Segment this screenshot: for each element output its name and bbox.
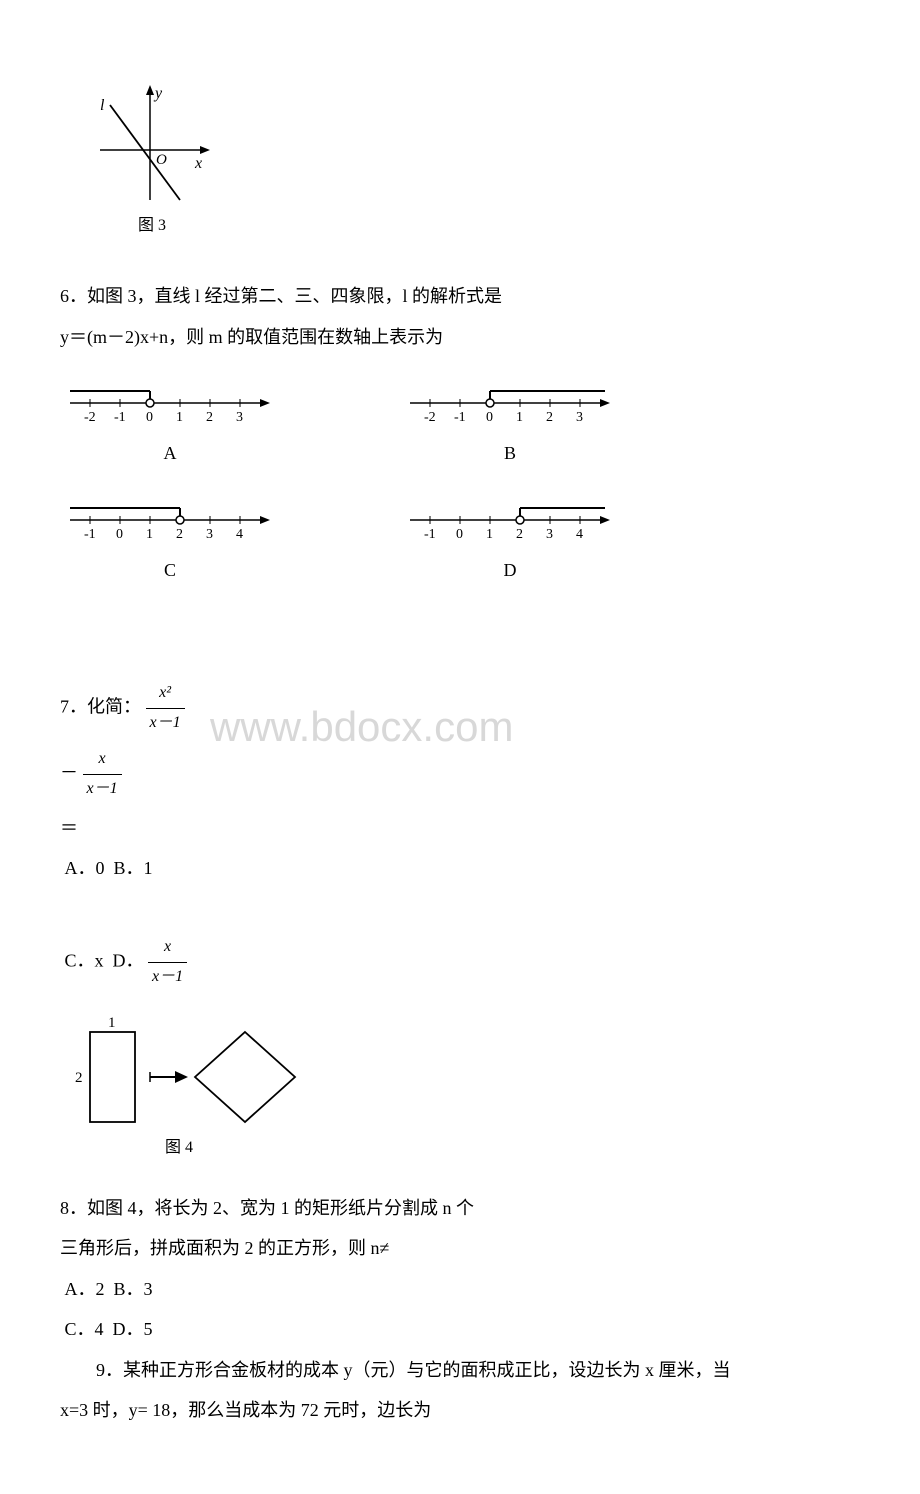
svg-text:0: 0 [116,527,123,542]
q6-option-d-label: D [504,554,517,586]
q6-option-a-label: A [164,437,177,469]
q7-opt-a: A．0 [65,858,105,878]
q6-options-row-2: -1 0 1 2 3 4 C -1 0 1 2 3 4 D [60,490,860,586]
origin-label: O [156,152,167,168]
q8-options-cd: C．4 D．5 [60,1313,860,1345]
svg-text:4: 4 [576,527,583,542]
q9-line2: x=3 时，y= 18，那么当成本为 72 元时，边长为 [60,1394,860,1426]
figure-4-svg: 1 2 图 4 [60,1012,320,1162]
rect-height-label: 2 [75,1070,83,1086]
q7-line2: － x x－1 [60,745,860,804]
q7-options-ab: A．0 B．1 [60,852,860,884]
q7-prefix: 7．化简： [60,696,141,716]
q7-fracD-num: x [148,933,187,963]
axis-x-label: x [194,155,202,172]
q7-fracD: x x－1 [148,933,187,992]
q6-line2: y＝(m－2)x+n，则 m 的取值范围在数轴上表示为 [60,321,860,353]
svg-text:0: 0 [486,410,493,425]
q7-equals: ＝ [60,812,860,844]
figure-3: y x l O 图 3 [60,80,860,260]
q8-opt-d: D．5 [113,1319,153,1339]
q7-frac2-den: x－1 [83,775,122,804]
svg-text:0: 0 [456,527,463,542]
rect-width-label: 1 [108,1015,116,1031]
svg-text:0: 0 [146,410,153,425]
svg-text:3: 3 [546,527,553,542]
q9-line1: 9．某种正方形合金板材的成本 y（元）与它的面积成正比，设边长为 x 厘米，当 [60,1354,860,1386]
svg-text:2: 2 [546,410,553,425]
svg-text:2: 2 [516,527,523,542]
number-line-c: -1 0 1 2 3 4 [60,490,280,550]
number-line-d: -1 0 1 2 3 4 [400,490,620,550]
svg-text:3: 3 [576,410,583,425]
svg-text:-1: -1 [84,527,96,542]
number-line-b: -2 -1 0 1 2 3 [400,373,620,433]
q6-option-a: -2 -1 0 1 2 3 A [60,373,280,469]
svg-text:2: 2 [206,410,213,425]
svg-text:1: 1 [516,410,523,425]
q8-options-ab: A．2 B．3 [60,1273,860,1305]
q8-opt-c: C．4 [65,1319,104,1339]
svg-text:1: 1 [486,527,493,542]
svg-text:-1: -1 [114,410,126,425]
q8-opt-a: A．2 [65,1279,105,1299]
q8-opt-b: B．3 [114,1279,153,1299]
svg-text:3: 3 [236,410,243,425]
figure-4-caption: 图 4 [165,1139,193,1156]
svg-text:-1: -1 [424,527,436,542]
svg-text:4: 4 [236,527,243,542]
q6-line1: 6．如图 3，直线 l 经过第二、三、四象限，l 的解析式是 [60,280,860,312]
q7-frac2: x x－1 [83,745,122,804]
svg-text:1: 1 [146,527,153,542]
q6-option-c-label: C [164,554,176,586]
svg-text:-2: -2 [424,410,436,425]
axis-y-label: y [153,85,163,102]
q7-minus: － [60,763,78,783]
svg-text:-2: -2 [84,410,96,425]
q7-frac1-num: x² [146,679,185,709]
q6-options-row-1: -2 -1 0 1 2 3 A -2 -1 0 1 2 3 B [60,373,860,469]
q6-option-c: -1 0 1 2 3 4 C [60,490,280,586]
q7-opt-b: B．1 [114,858,153,878]
q7-opt-d: D． [113,951,144,971]
q7-opt-c: C．x [65,951,104,971]
q6-option-d: -1 0 1 2 3 4 D [400,490,620,586]
q7-line1: 7．化简： x² x－1 [60,679,860,738]
figure-3-caption: 图 3 [138,217,166,234]
q7-frac1: x² x－1 [146,679,185,738]
svg-text:1: 1 [176,410,183,425]
q7-fracD-den: x－1 [148,963,187,992]
q8-line2: 三角形后，拼成面积为 2 的正方形，则 n≠ [60,1232,860,1264]
q7-block: www.bdocx.com 7．化简： x² x－1 － x x－1 ＝ A．0… [60,679,860,992]
q6-option-b-label: B [504,437,516,469]
line-l-label: l [100,97,105,114]
svg-text:-1: -1 [454,410,466,425]
number-line-a: -2 -1 0 1 2 3 [60,373,280,433]
figure-3-svg: y x l O 图 3 [60,80,230,250]
q6-option-b: -2 -1 0 1 2 3 B [400,373,620,469]
q7-frac2-num: x [83,745,122,775]
svg-text:3: 3 [206,527,213,542]
q7-frac1-den: x－1 [146,709,185,738]
svg-text:2: 2 [176,527,183,542]
q7-options-cd: C．x D． x x－1 [60,933,860,992]
figure-4: 1 2 图 4 [60,1012,860,1172]
q8-line1: 8．如图 4，将长为 2、宽为 1 的矩形纸片分割成 n 个 [60,1192,860,1224]
